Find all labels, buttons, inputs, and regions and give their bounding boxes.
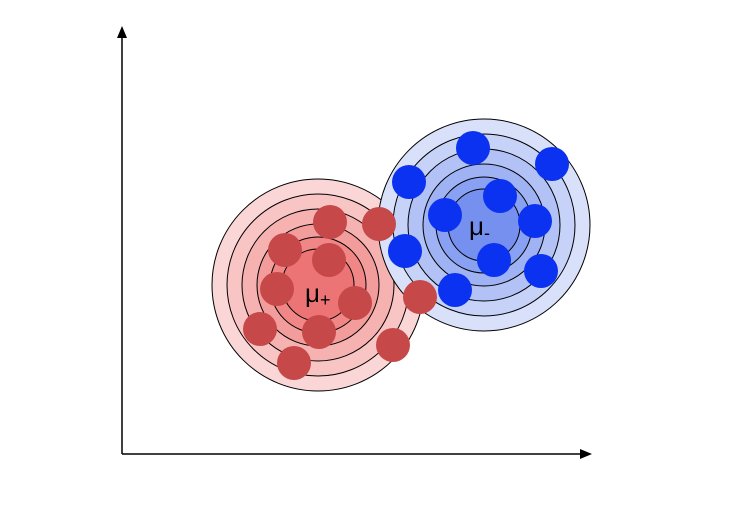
negative-mean-label: μ- [469, 211, 490, 243]
negative-cluster-point [388, 234, 422, 268]
y-axis-arrow-icon [117, 26, 127, 38]
negative-cluster-point [477, 243, 511, 277]
positive-cluster-points [243, 205, 437, 380]
negative-cluster-points [388, 131, 569, 307]
negative-cluster-point [392, 165, 426, 199]
negative-cluster-point [535, 147, 569, 181]
positive-cluster-point [403, 280, 437, 314]
positive-cluster-point [312, 243, 346, 277]
negative-cluster-point [428, 198, 462, 232]
positive-cluster-point [338, 286, 372, 320]
negative-mean-symbol: μ [469, 211, 484, 241]
positive-cluster-point [260, 272, 294, 306]
negative-cluster-point [518, 204, 552, 238]
positive-cluster-point [302, 315, 336, 349]
negative-mean-subscript: - [484, 223, 490, 243]
positive-mean-symbol: μ [305, 278, 320, 308]
positive-mean-label: μ+ [305, 278, 331, 310]
x-axis-arrow-icon [580, 449, 592, 459]
positive-cluster-point [362, 207, 396, 241]
positive-cluster-point [313, 205, 347, 239]
positive-cluster-point [268, 233, 302, 267]
negative-cluster-point [483, 179, 517, 213]
positive-mean-subscript: + [320, 290, 331, 310]
positive-cluster-point [376, 328, 410, 362]
negative-cluster-point [524, 254, 558, 288]
positive-cluster-point [243, 312, 277, 346]
positive-cluster-point [277, 346, 311, 380]
negative-cluster-point [438, 273, 472, 307]
negative-cluster-point [456, 131, 490, 165]
